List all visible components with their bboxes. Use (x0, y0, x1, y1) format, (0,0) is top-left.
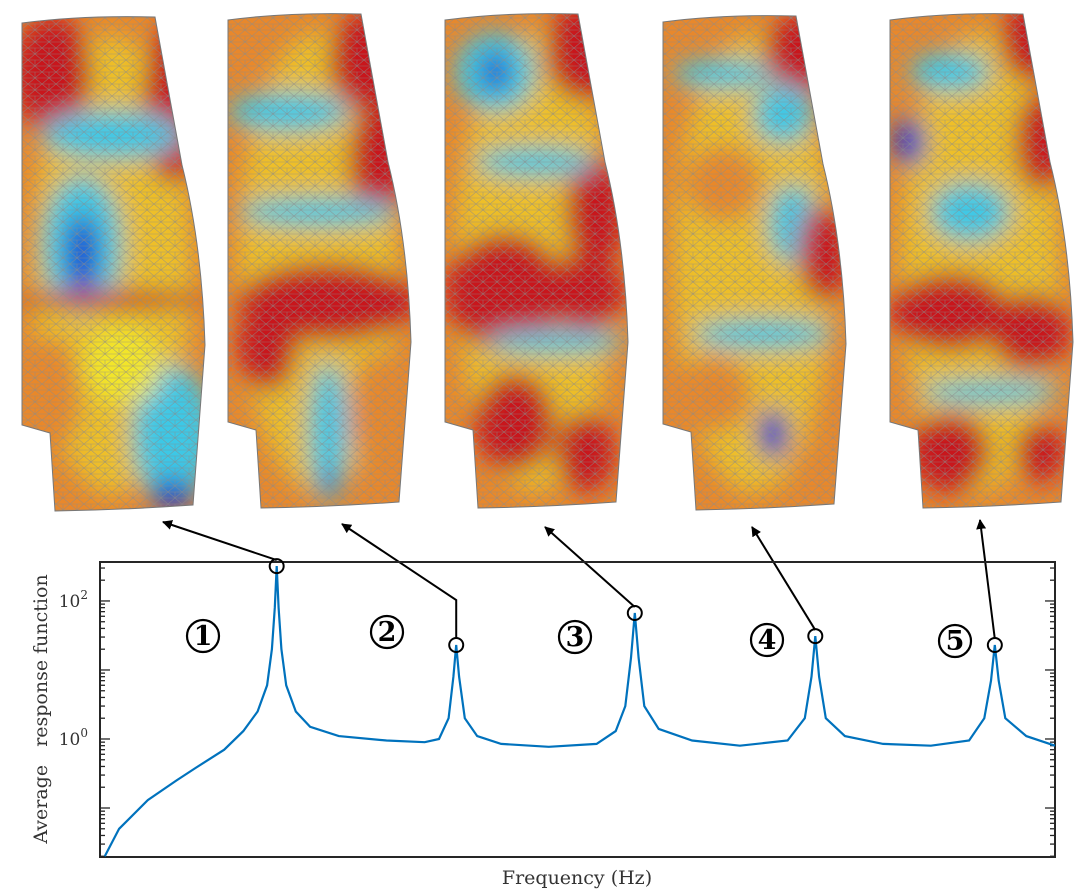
peak-marker-1 (268, 558, 285, 575)
y-tick-label: 102 (59, 588, 88, 612)
mode-number-3: 3 (566, 622, 585, 653)
mode-shape-outline (889, 13, 1074, 509)
peak-marker-3 (626, 604, 643, 621)
peak-marker-2 (448, 637, 465, 654)
y-axis-ticks: 100 102 (59, 567, 1055, 857)
arrow-mode-5 (976, 519, 996, 640)
mode-shape-outline (227, 13, 412, 509)
mode-shape-outline (444, 13, 629, 509)
mode-shape-outline (21, 16, 206, 512)
x-axis-label: Frequency (Hz) (502, 867, 652, 889)
mode-number-labels: 1 2 3 4 5 (185, 614, 973, 659)
mode-circle-5 (937, 623, 973, 659)
frf-plot: 100 102 1 2 3 4 5 Frequency (Hz) Average resp… (30, 558, 1056, 889)
mode-circle-4 (749, 622, 785, 658)
arrow-mode-1 (162, 520, 277, 562)
mode-circle-1 (185, 618, 221, 654)
peak-marker-4 (807, 628, 824, 645)
plot-area (99, 561, 1056, 858)
series-line (103, 566, 1056, 857)
peak-arrows (162, 519, 996, 640)
mode-shape-1 (22, 16, 205, 511)
y-axis-label: Average response function (30, 574, 52, 844)
arrow-mode-4 (751, 526, 817, 631)
mode-number-4: 4 (758, 625, 777, 656)
arrow-mode-3 (544, 526, 636, 608)
peak-marker-5 (986, 637, 1003, 654)
mode-shape-panels (21, 13, 1074, 512)
mode-circle-2 (369, 614, 405, 650)
mode-shape-outline (662, 15, 847, 511)
arrow-mode-2 (341, 523, 458, 640)
mode-circle-3 (557, 619, 593, 655)
mode-shape-2 (228, 13, 411, 508)
mode-number-5: 5 (946, 626, 965, 657)
y-tick-label: 100 (59, 726, 88, 750)
mode-number-2: 2 (378, 617, 397, 648)
mode-number-1: 1 (194, 621, 213, 652)
peak-markers (268, 558, 1003, 654)
